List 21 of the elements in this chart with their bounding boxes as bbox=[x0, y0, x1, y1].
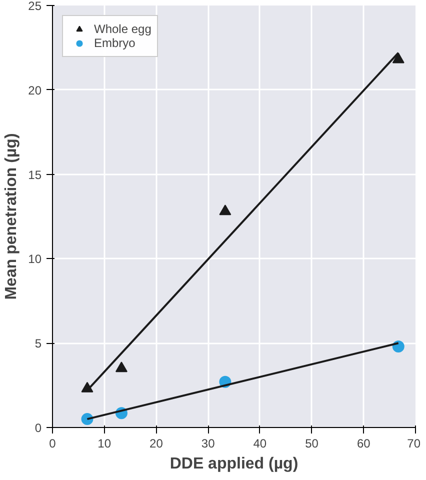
x-tick-label: 70 bbox=[407, 436, 421, 450]
y-tick-label: 10 bbox=[28, 252, 42, 266]
y-tick-label: 15 bbox=[28, 168, 42, 182]
x-tick-label: 50 bbox=[305, 436, 319, 450]
x-tick-label: 0 bbox=[49, 436, 56, 450]
y-tick-label: 0 bbox=[34, 421, 42, 435]
x-axis-title: DDE applied (µg) bbox=[170, 456, 298, 472]
point bbox=[219, 204, 232, 216]
point bbox=[392, 52, 404, 64]
y-tick-label: 25 bbox=[28, 0, 42, 13]
x-tick-label: 20 bbox=[150, 436, 164, 450]
legend-label: Whole egg bbox=[94, 22, 152, 36]
x-tick-label: 30 bbox=[201, 436, 216, 450]
x-tick-label: 10 bbox=[98, 436, 112, 450]
y-axis-title: Mean penetration (µg) bbox=[3, 133, 20, 300]
y-tick-label: 20 bbox=[28, 83, 42, 98]
x-tick-label: 40 bbox=[253, 436, 267, 450]
y-tick-label: 5 bbox=[34, 336, 42, 351]
x-tick-label: 60 bbox=[356, 436, 371, 450]
legend-label: Embryo bbox=[94, 36, 136, 50]
point bbox=[115, 362, 128, 372]
